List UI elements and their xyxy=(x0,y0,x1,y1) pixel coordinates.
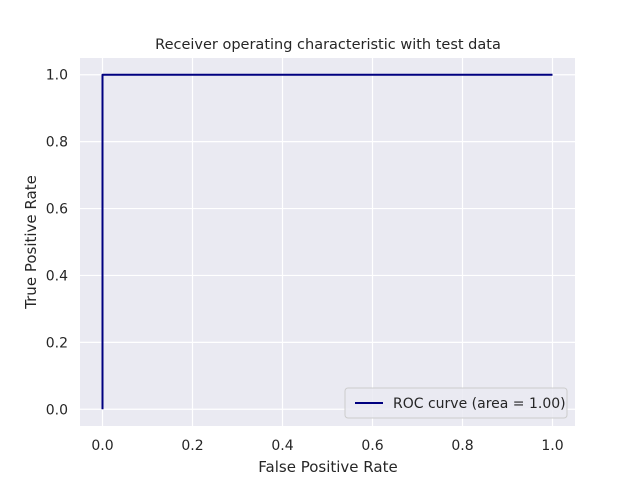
y-tick-labels: 0.0 0.2 0.4 0.6 0.8 1.0 xyxy=(46,68,68,419)
x-tick-label: 0.2 xyxy=(181,438,203,454)
x-tick-label: 1.0 xyxy=(541,438,563,454)
roc-curve-line xyxy=(101,73,553,410)
x-tick-label: 0.0 xyxy=(91,438,113,454)
y-tick-label: 0.2 xyxy=(46,335,68,351)
x-tick-labels: 0.0 0.2 0.4 0.6 0.8 1.0 xyxy=(91,438,563,454)
legend-box xyxy=(344,387,568,419)
y-tick-label: 0.8 xyxy=(46,135,68,151)
series-layer xyxy=(101,73,553,410)
plot-area xyxy=(80,58,575,426)
chart-title: Receiver operating characteristic with t… xyxy=(155,37,501,53)
x-axis-label: False Positive Rate xyxy=(258,458,397,476)
x-tick-label: 0.8 xyxy=(451,438,473,454)
legend-entry-label: ROC curve (area = 1.00) xyxy=(393,396,566,412)
y-tick-label: 1.0 xyxy=(46,68,68,84)
y-tick-label: 0.0 xyxy=(46,402,68,418)
legend: ROC curve (area = 1.00) xyxy=(344,387,568,419)
x-tick-label: 0.4 xyxy=(271,438,293,454)
x-tick-label: 0.6 xyxy=(361,438,383,454)
y-axis-label: True Positive Rate xyxy=(22,175,40,310)
y-tick-label: 0.4 xyxy=(46,268,68,284)
y-tick-label: 0.6 xyxy=(46,202,68,218)
